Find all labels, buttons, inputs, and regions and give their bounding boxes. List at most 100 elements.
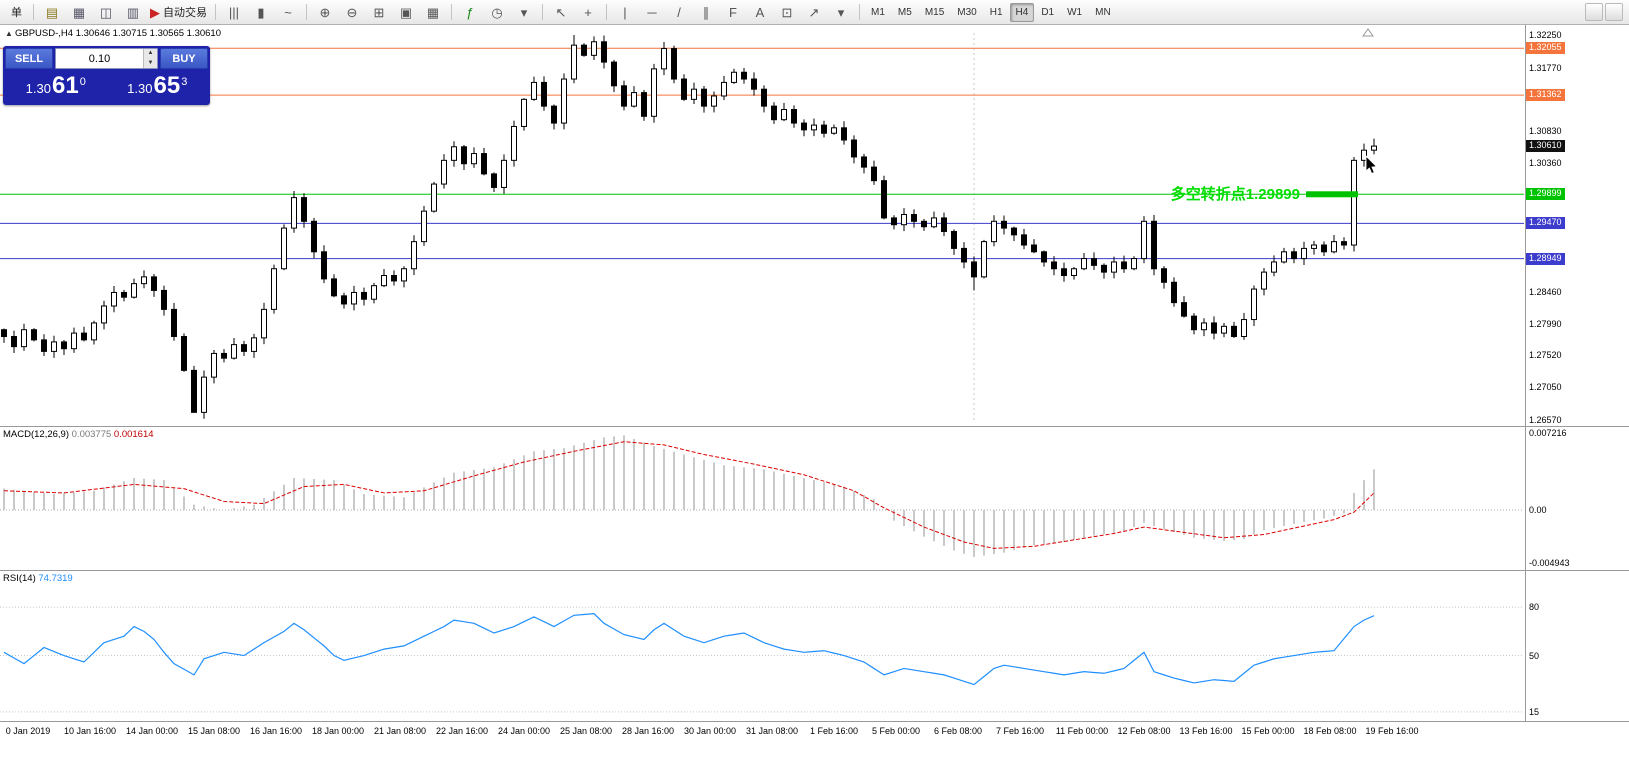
zoom-in-icon[interactable]: ⊕	[319, 4, 331, 20]
time-label: 7 Feb 16:00	[995, 726, 1045, 736]
candle-body	[731, 71, 737, 83]
buy-button[interactable]: BUY	[160, 48, 208, 69]
volume-stepper[interactable]: ▲ ▼	[143, 49, 157, 68]
text-label-icon[interactable]: ⊡	[781, 4, 793, 20]
candle-body	[651, 68, 657, 117]
candle-body	[461, 146, 467, 165]
candle-body	[151, 276, 157, 291]
candle-body	[861, 156, 867, 168]
terminal-icon[interactable]: ▥	[126, 4, 140, 20]
one-click-collapse-icon[interactable]: ▲	[5, 29, 13, 38]
price-tick-1.27050: 1.27050	[1529, 382, 1562, 393]
templates-icon[interactable]: ▾	[520, 4, 528, 20]
price-tick-1.27990: 1.27990	[1529, 318, 1562, 329]
arrange-windows-icon[interactable]: ▦	[426, 4, 440, 20]
line-chart-icon[interactable]: ~	[284, 4, 292, 20]
sell-price[interactable]: 1.30 61 0	[5, 73, 107, 98]
timeframe-button-w1[interactable]: W1	[1067, 6, 1083, 18]
timeframe-button-h4[interactable]: H4	[1009, 2, 1035, 22]
candle-body	[811, 124, 817, 131]
candle-body	[61, 341, 67, 350]
candle-body	[751, 78, 757, 90]
timeframe-button-m1[interactable]: M1	[871, 6, 885, 18]
candle-body	[741, 71, 747, 80]
candle-body	[111, 291, 117, 307]
navigator-icon[interactable]: ◫	[99, 4, 113, 20]
buy-price[interactable]: 1.30 65 3	[107, 73, 209, 98]
candle-body	[351, 291, 357, 305]
new-order-button[interactable]: 单	[11, 7, 22, 19]
rsi-chart[interactable]	[0, 571, 1525, 721]
zoom-out-icon[interactable]: ⊖	[346, 4, 358, 20]
candle-body	[31, 329, 37, 341]
candle-body	[561, 78, 567, 124]
price-chart[interactable]	[0, 25, 1525, 426]
time-label: 15 Feb 00:00	[1241, 726, 1295, 736]
time-label: 28 Jan 16:00	[621, 726, 675, 736]
rsi-line	[3, 613, 1375, 686]
crosshair-icon[interactable]: +	[584, 4, 592, 20]
candle-body	[1251, 288, 1257, 321]
candle-body	[1221, 325, 1227, 334]
time-label: 5 Feb 00:00	[871, 726, 921, 736]
cascade-windows-icon[interactable]: ▣	[399, 4, 413, 20]
channel-icon[interactable]: ∥	[702, 4, 710, 20]
rsi-panel-separator[interactable]	[0, 570, 1629, 571]
sell-price-pipette: 0	[79, 76, 86, 88]
candle-body	[331, 278, 337, 297]
data-window-icon[interactable]: ▦	[72, 4, 86, 20]
candle-body	[431, 183, 437, 212]
candle-body	[271, 268, 277, 310]
macd-panel-separator[interactable]	[0, 426, 1629, 427]
candle-body	[1041, 251, 1047, 263]
price-tag-1.30610: 1.30610	[1526, 140, 1565, 153]
timeframe-button-m30[interactable]: M30	[957, 6, 977, 18]
timeframe-button-m15[interactable]: M15	[924, 6, 945, 18]
autotrade-button[interactable]: ▶ 自动交易	[150, 4, 207, 20]
arrows-dropdown-icon[interactable]: ▾	[837, 4, 845, 20]
buy-price-pips: 65	[153, 72, 181, 99]
macd-chart[interactable]	[0, 427, 1525, 570]
price-axis[interactable]: 1.32250 1.31770 1.30830 1.30360 1.28460 1.279…	[1526, 0, 1629, 770]
vertical-line-icon[interactable]: |	[623, 4, 627, 20]
time-label: 22 Jan 16:00	[435, 726, 489, 736]
toolbar-window-icon-2[interactable]	[1605, 3, 1623, 21]
timeframe-button-mn[interactable]: MN	[1095, 6, 1111, 18]
sell-button[interactable]: SELL	[5, 48, 53, 69]
horizontal-line-icon[interactable]: ─	[647, 4, 657, 20]
toolbar-window-icon-1[interactable]	[1585, 3, 1603, 21]
market-watch-icon[interactable]: ▤	[45, 4, 59, 20]
indicators-icon[interactable]: ƒ	[466, 4, 474, 20]
candle-body	[1191, 315, 1197, 331]
time-label: 25 Jan 08:00	[559, 726, 613, 736]
candlestick-chart-icon[interactable]: ▮	[257, 4, 265, 20]
volume-up-icon[interactable]: ▲	[144, 49, 157, 59]
main-toolbar: 单 ▤ ▦ ◫ ▥ ▶ 自动交易 ||| ▮ ~ ⊕ ⊖ ⊞ ▣ ▦ ƒ ◷ ▾ ↖ + | ─ / ∥ F A ⊡ ↗ ▾ M1 M5 M1…	[0, 0, 1629, 25]
trendline-icon[interactable]: /	[677, 4, 681, 20]
candle-body	[291, 197, 297, 229]
candle-body	[831, 127, 837, 134]
cursor-icon[interactable]: ↖	[555, 4, 567, 20]
tile-windows-icon[interactable]: ⊞	[373, 4, 385, 20]
arrow-tool-icon[interactable]: ↗	[808, 4, 820, 20]
timeframe-button-d1[interactable]: D1	[1041, 6, 1055, 18]
candle-body	[921, 220, 927, 228]
time-label: 31 Jan 08:00	[745, 726, 799, 736]
toolbar-separator	[306, 4, 307, 20]
fibonacci-icon[interactable]: F	[729, 4, 737, 20]
pivot-line-highlight[interactable]	[1306, 191, 1358, 198]
volume-input[interactable]	[56, 49, 143, 68]
candle-body	[661, 48, 667, 70]
candle-body	[441, 159, 447, 185]
volume-down-icon[interactable]: ▼	[144, 58, 157, 68]
candle-body	[691, 88, 697, 100]
timeframe-button-h1[interactable]: H1	[989, 6, 1003, 18]
timeframe-button-m5[interactable]: M5	[897, 6, 912, 18]
text-icon[interactable]: A	[755, 4, 765, 20]
period-icon[interactable]: ◷	[491, 4, 503, 20]
time-axis[interactable]: 0 Jan 2019 10 Jan 16:00 14 Jan 00:00 15 Jan…	[0, 722, 1525, 740]
candle-body	[1111, 261, 1117, 273]
rsi-tick-15: 15	[1529, 706, 1540, 717]
bar-chart-icon[interactable]: |||	[228, 4, 240, 20]
candle-body	[81, 332, 87, 341]
